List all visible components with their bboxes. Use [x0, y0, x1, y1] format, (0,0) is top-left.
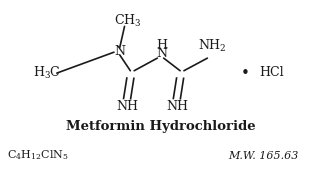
Text: •: • [241, 66, 250, 81]
Text: $\mathregular{CH_3}$: $\mathregular{CH_3}$ [114, 13, 141, 29]
Text: N: N [156, 47, 167, 60]
Text: $\mathregular{NH_2}$: $\mathregular{NH_2}$ [198, 38, 227, 54]
Text: M.W. 165.63: M.W. 165.63 [228, 151, 299, 160]
Text: N: N [114, 45, 125, 58]
Text: NH: NH [166, 100, 188, 113]
Text: Metformin Hydrochloride: Metformin Hydrochloride [66, 120, 255, 133]
Text: H: H [156, 39, 167, 52]
Text: $\mathregular{C_4H_{12}ClN_5}$: $\mathregular{C_4H_{12}ClN_5}$ [7, 149, 70, 163]
Text: NH: NH [116, 100, 138, 113]
Text: HCl: HCl [259, 66, 283, 79]
Text: $\mathregular{H_3C}$: $\mathregular{H_3C}$ [33, 65, 60, 81]
